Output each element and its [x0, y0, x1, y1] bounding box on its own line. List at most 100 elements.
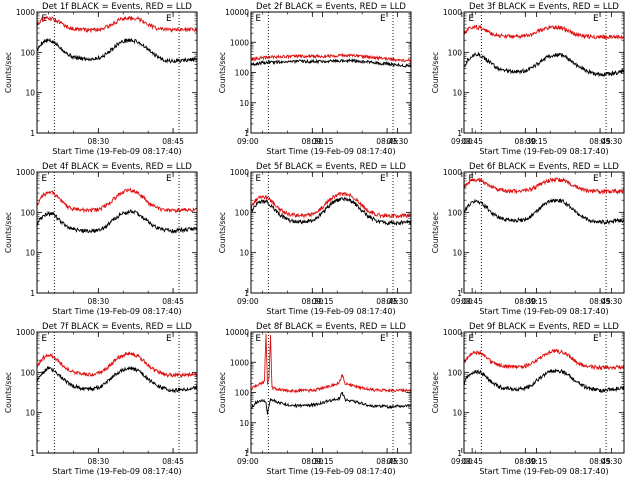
- series-line-events: [463, 368, 624, 394]
- y-tick-label: 1000: [230, 168, 249, 177]
- y-tick-label: 10: [25, 409, 35, 418]
- x-tick-label: 08:45: [589, 297, 611, 306]
- chart-title: Det 1f BLACK = Events, RED = LLD: [42, 2, 192, 12]
- plot-frame: [250, 171, 412, 294]
- y-tick-label: 1000: [16, 8, 35, 17]
- y-tick-label: 1000: [16, 328, 35, 337]
- y-tick-label: 1000: [443, 8, 462, 17]
- x-tick-label: 08:30: [514, 137, 536, 146]
- chart-title: Det 6f BLACK = Events, RED = LLD: [469, 162, 619, 172]
- plot-frame: [250, 11, 412, 134]
- x-axis-label: Start Time (19-Feb-09 08:17:40): [266, 467, 395, 476]
- x-tick-label: 09:15: [312, 297, 334, 306]
- x-axis-label: Start Time (19-Feb-09 08:17:40): [479, 467, 608, 476]
- x-tick-label: 09:00: [451, 457, 473, 466]
- series-line-events: [251, 391, 412, 415]
- x-tick-label: 09:15: [312, 457, 334, 466]
- y-tick-label: 100: [235, 208, 250, 217]
- y-axis-label: Counts/sec: [218, 52, 227, 93]
- x-axis-label: Start Time (19-Feb-09 08:17:40): [479, 307, 608, 316]
- x-tick-label: 08:30: [87, 137, 109, 146]
- y-axis-label: Counts/sec: [4, 372, 13, 413]
- plot-frame: [463, 331, 625, 454]
- chart-title: Det 2f BLACK = Events, RED = LLD: [256, 2, 406, 12]
- x-axis-label: Start Time (19-Feb-09 08:17:40): [479, 147, 608, 156]
- series-line-lld: [250, 191, 412, 219]
- x-tick-label: 08:30: [87, 457, 109, 466]
- series-line-events: [250, 196, 412, 227]
- x-axis-label: Start Time (19-Feb-09 08:17:40): [52, 467, 181, 476]
- y-axis-label: Counts/sec: [218, 372, 227, 413]
- y-tick-label: 100: [21, 208, 36, 217]
- y-tick-label: 10: [452, 409, 462, 418]
- x-tick-label: 08:30: [301, 297, 323, 306]
- y-axis-label: Counts/sec: [431, 372, 440, 413]
- x-tick-label: 08:45: [376, 297, 398, 306]
- x-tick-label: 08:30: [301, 457, 323, 466]
- series-line-events: [36, 365, 198, 394]
- x-tick-label: 09:00: [451, 137, 473, 146]
- y-tick-label: 1: [30, 129, 35, 138]
- x-tick-label: 09:15: [526, 297, 548, 306]
- event-marker-label: E: [593, 14, 599, 24]
- y-tick-label: 1: [244, 129, 249, 138]
- y-tick-label: 10: [239, 249, 249, 258]
- series-line-events: [36, 209, 198, 235]
- series-line-lld: [250, 52, 412, 64]
- y-tick-label: 100: [448, 368, 463, 377]
- x-tick-label: 09:30: [601, 457, 623, 466]
- x-tick-label: 09:15: [312, 137, 334, 146]
- y-tick-label: 10: [239, 419, 249, 428]
- plot-frame: [463, 11, 625, 134]
- y-tick-label: 100: [235, 389, 250, 398]
- series-line-lld: [463, 348, 625, 371]
- x-tick-label: 08:45: [376, 137, 398, 146]
- y-axis-label: Counts/sec: [431, 52, 440, 93]
- event-marker-label: E: [380, 334, 386, 344]
- plot-frame: [463, 171, 625, 294]
- y-tick-label: 1: [457, 289, 462, 298]
- x-tick-label: 09:30: [601, 297, 623, 306]
- event-marker-label: E: [41, 174, 47, 184]
- event-marker-label: E: [255, 174, 261, 184]
- chart-title: Det 8f BLACK = Events, RED = LLD: [256, 322, 406, 332]
- y-tick-label: 100: [235, 69, 250, 78]
- x-axis-label: Start Time (19-Feb-09 08:17:40): [52, 147, 181, 156]
- x-tick-label: 08:30: [87, 297, 109, 306]
- event-marker-label: E: [380, 14, 386, 24]
- chart-panel: Det 9f BLACK = Events, RED = LLD E E 1 10 100…: [431, 322, 625, 476]
- event-marker-label: E: [380, 174, 386, 184]
- x-tick-label: 09:45: [461, 457, 483, 466]
- y-tick-label: 1: [457, 129, 462, 138]
- x-tick-label: 09:00: [237, 457, 259, 466]
- x-tick-label: 09:45: [461, 297, 483, 306]
- chart-title: Det 5f BLACK = Events, RED = LLD: [256, 162, 406, 172]
- x-tick-label: 09:15: [526, 137, 548, 146]
- x-tick-label: 09:00: [237, 297, 259, 306]
- chart-panel: Det 5f BLACK = Events, RED = LLD E E 1 10 100…: [218, 162, 623, 316]
- chart-title: Det 3f BLACK = Events, RED = LLD: [469, 2, 619, 12]
- event-marker-label: E: [468, 14, 474, 24]
- x-tick-label: 08:45: [162, 137, 184, 146]
- series-line-events: [463, 51, 625, 78]
- y-tick-label: 10: [452, 89, 462, 98]
- x-tick-label: 09:30: [601, 137, 623, 146]
- y-tick-label: 1000: [443, 168, 462, 177]
- series-line-lld: [36, 15, 198, 34]
- y-tick-label: 10: [25, 89, 35, 98]
- x-axis-label: Start Time (19-Feb-09 08:17:40): [52, 307, 181, 316]
- y-axis-label: Counts/sec: [218, 212, 227, 253]
- y-tick-label: 100: [21, 48, 36, 57]
- x-tick-label: 08:45: [162, 297, 184, 306]
- event-marker-label: E: [166, 14, 172, 24]
- y-tick-label: 100: [448, 208, 463, 217]
- event-marker-label: E: [468, 334, 474, 344]
- series-line-lld: [36, 350, 198, 378]
- x-tick-label: 08:45: [376, 457, 398, 466]
- y-axis-label: Counts/sec: [431, 212, 440, 253]
- event-marker-label: E: [593, 174, 599, 184]
- x-tick-label: 08:30: [514, 297, 536, 306]
- x-tick-label: 08:45: [589, 457, 611, 466]
